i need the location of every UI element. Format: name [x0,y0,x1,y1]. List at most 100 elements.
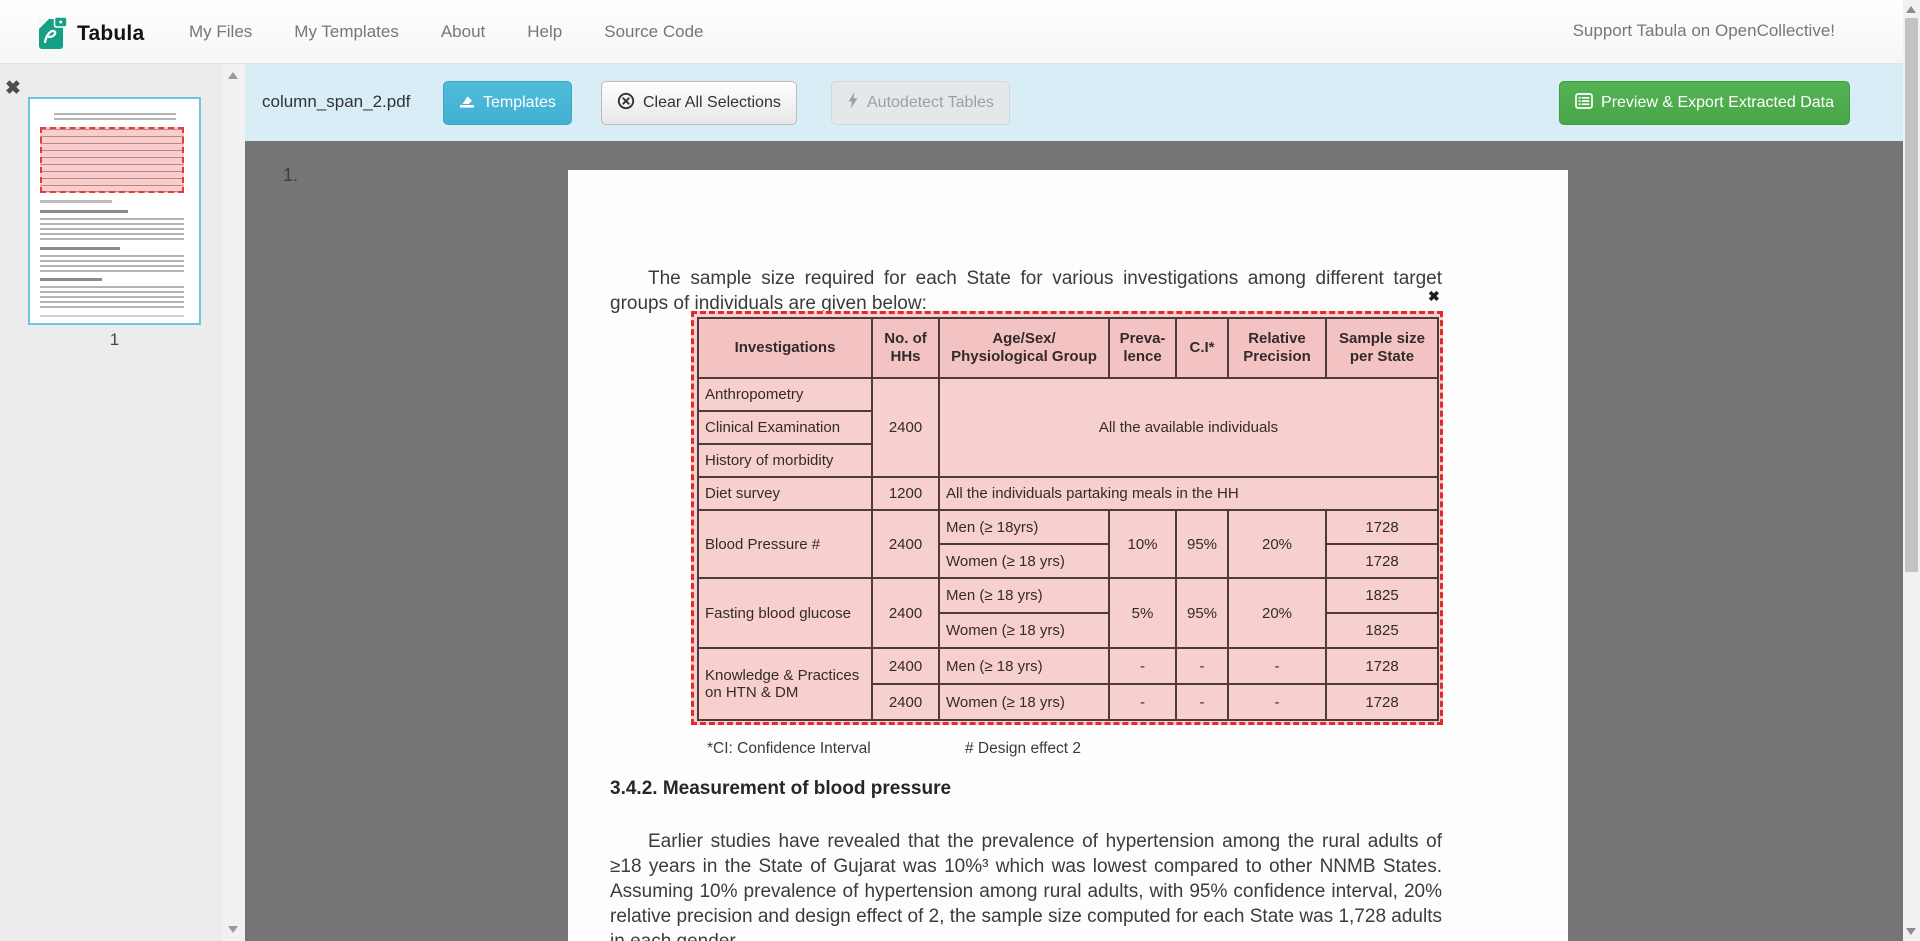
support-link[interactable]: Support Tabula on OpenCollective! [1572,21,1835,40]
cell-precision: 20% [1227,509,1327,579]
clear-all-selections-button[interactable]: Clear All Selections [601,81,797,125]
cell-investigation: Knowledge & Practices on HTN & DM [697,647,873,721]
cell-group: Women (≥ 18 yrs) [938,543,1110,579]
remove-page-icon[interactable]: ✖ [5,78,21,99]
cell-hh: 2400 [871,377,940,478]
cell-group-span: All the available individuals [938,377,1439,478]
table-row: Women (≥ 18 yrs) 1825 [698,612,1439,649]
brand-name: Tabula [77,21,145,45]
thumb-text-lines [40,286,184,309]
header-sample-size: Sample size per State [1325,317,1439,379]
cell-investigation: Anthropometry [697,377,873,412]
cell-ci: - [1175,683,1229,721]
cell-investigation: Diet survey [697,476,873,511]
toolbar: column_span_2.pdf Templates Clear All Se… [245,64,1903,141]
thumb-text-lines [40,278,102,281]
table-row: 2400 Women (≥ 18 yrs) - - - 1728 [698,683,1439,721]
cell-prevalence: 5% [1108,577,1177,649]
templates-button[interactable]: Templates [443,81,572,125]
flash-icon [847,92,859,114]
scroll-up-icon[interactable] [228,72,238,79]
header-age-sex-group: Age/Sex/ Physiological Group [938,317,1110,379]
nav-item-my-files[interactable]: My Files [189,21,253,41]
footnote-ci: *CI: Confidence Interval [707,740,871,757]
delete-selection-icon[interactable]: ✖ [1428,288,1440,304]
nav-item-help[interactable]: Help [527,21,563,41]
clear-button-label: Clear All Selections [643,94,781,111]
cell-ci: - [1175,647,1229,685]
thumb-selection-box [40,127,184,193]
cell-hh: 2400 [871,647,940,685]
cell-precision: - [1227,683,1327,721]
thumb-text-lines [40,210,128,213]
cell-hh: 2400 [871,683,940,721]
thumb-text-lines [54,113,176,121]
data-table: Investigations No. of HHs Age/Sex/ Physi… [697,317,1439,721]
table-row: Knowledge & Practices on HTN & DM 2400 M… [697,647,1439,721]
cell-sample-size: 1825 [1325,577,1439,614]
body-paragraph: Earlier studies have revealed that the p… [610,831,1442,941]
header-investigations: Investigations [697,317,873,379]
thumb-text-lines [40,218,184,241]
navbar: Tabula My Files My Templates About Help … [0,0,1920,64]
header-prevalence: Preva- lence [1108,317,1177,379]
pdf-page[interactable]: The sample size required for each State … [568,170,1568,941]
cell-investigation: Clinical Examination [697,410,873,445]
preview-export-button[interactable]: Preview & Export Extracted Data [1559,81,1850,125]
export-button-label: Preview & Export Extracted Data [1601,94,1834,111]
cell-sample-size: 1728 [1325,647,1439,685]
nav-menu: My Files My Templates About Help Source … [168,0,724,63]
cell-group: Women (≥ 18 yrs) [938,612,1110,649]
footnote-design-effect: # Design effect 2 [965,740,1082,757]
window-scrollbar[interactable] [1903,0,1920,941]
cell-sample-size: 1825 [1325,612,1439,649]
filename-label: column_span_2.pdf [262,92,411,111]
table-row: Clinical Examination [697,410,1438,445]
cell-group: Men (≥ 18 yrs) [938,577,1110,614]
table-row: Anthropometry 2400 All the available ind… [697,377,1439,478]
page-label: 1. [283,165,299,185]
thumbnail-page-number: 1 [109,330,120,349]
thumb-text-lines [40,255,184,273]
scrollbar-thumb[interactable] [1905,18,1918,572]
thumb-text-lines [40,315,184,317]
header-relative-precision: Relative Precision [1227,317,1327,379]
cell-investigation: History of morbidity [697,443,873,478]
table-selection-overlay[interactable]: Investigations No. of HHs Age/Sex/ Physi… [691,311,1443,725]
table-row: Blood Pressure # 2400 Men (≥ 18yrs) 10% … [697,509,1439,579]
cell-group: Men (≥ 18yrs) [938,509,1110,545]
cell-prevalence: 10% [1108,509,1177,579]
brand[interactable]: Tabula [38,11,144,56]
table-row: Diet survey 1200 All the individuals par… [697,476,1439,511]
cell-sample-size: 1728 [1325,509,1439,545]
cell-hh: 2400 [871,509,940,579]
scroll-down-icon[interactable] [1906,928,1916,935]
cell-prevalence: - [1108,647,1177,685]
cell-precision: 20% [1227,577,1327,649]
nav-item-about[interactable]: About [440,21,486,41]
template-save-icon [459,93,475,114]
pdf-viewer-area: 1. The sample size required for each Sta… [245,141,1903,941]
table-header-row: Investigations No. of HHs Age/Sex/ Physi… [697,317,1439,379]
scroll-up-icon[interactable] [1906,6,1916,13]
table-row: History of morbidity [697,443,1438,478]
cell-investigation: Fasting blood glucose [697,577,873,649]
page-sidebar: ✖ 1 [0,64,245,941]
list-alt-icon [1575,92,1593,114]
intro-paragraph: The sample size required for each State … [610,268,1442,314]
cell-group: Men (≥ 18 yrs) [938,647,1110,685]
tabula-logo-icon [38,11,68,56]
cell-prevalence: - [1108,683,1177,721]
cell-group-span: All the individuals partaking meals in t… [938,476,1439,511]
sidebar-scrollbar[interactable] [222,64,245,941]
nav-item-source-code[interactable]: Source Code [604,21,704,41]
table-row: Women (≥ 18 yrs) 1728 [698,543,1439,579]
scroll-down-icon[interactable] [228,926,238,933]
table-row: Fasting blood glucose 2400 Men (≥ 18 yrs… [697,577,1439,649]
autodetect-tables-button[interactable]: Autodetect Tables [831,81,1010,125]
cell-sample-size: 1728 [1325,543,1439,579]
nav-item-my-templates[interactable]: My Templates [294,21,399,41]
cell-sample-size: 1728 [1325,683,1439,721]
cell-ci: 95% [1175,577,1229,649]
page-thumbnail[interactable] [28,97,201,325]
